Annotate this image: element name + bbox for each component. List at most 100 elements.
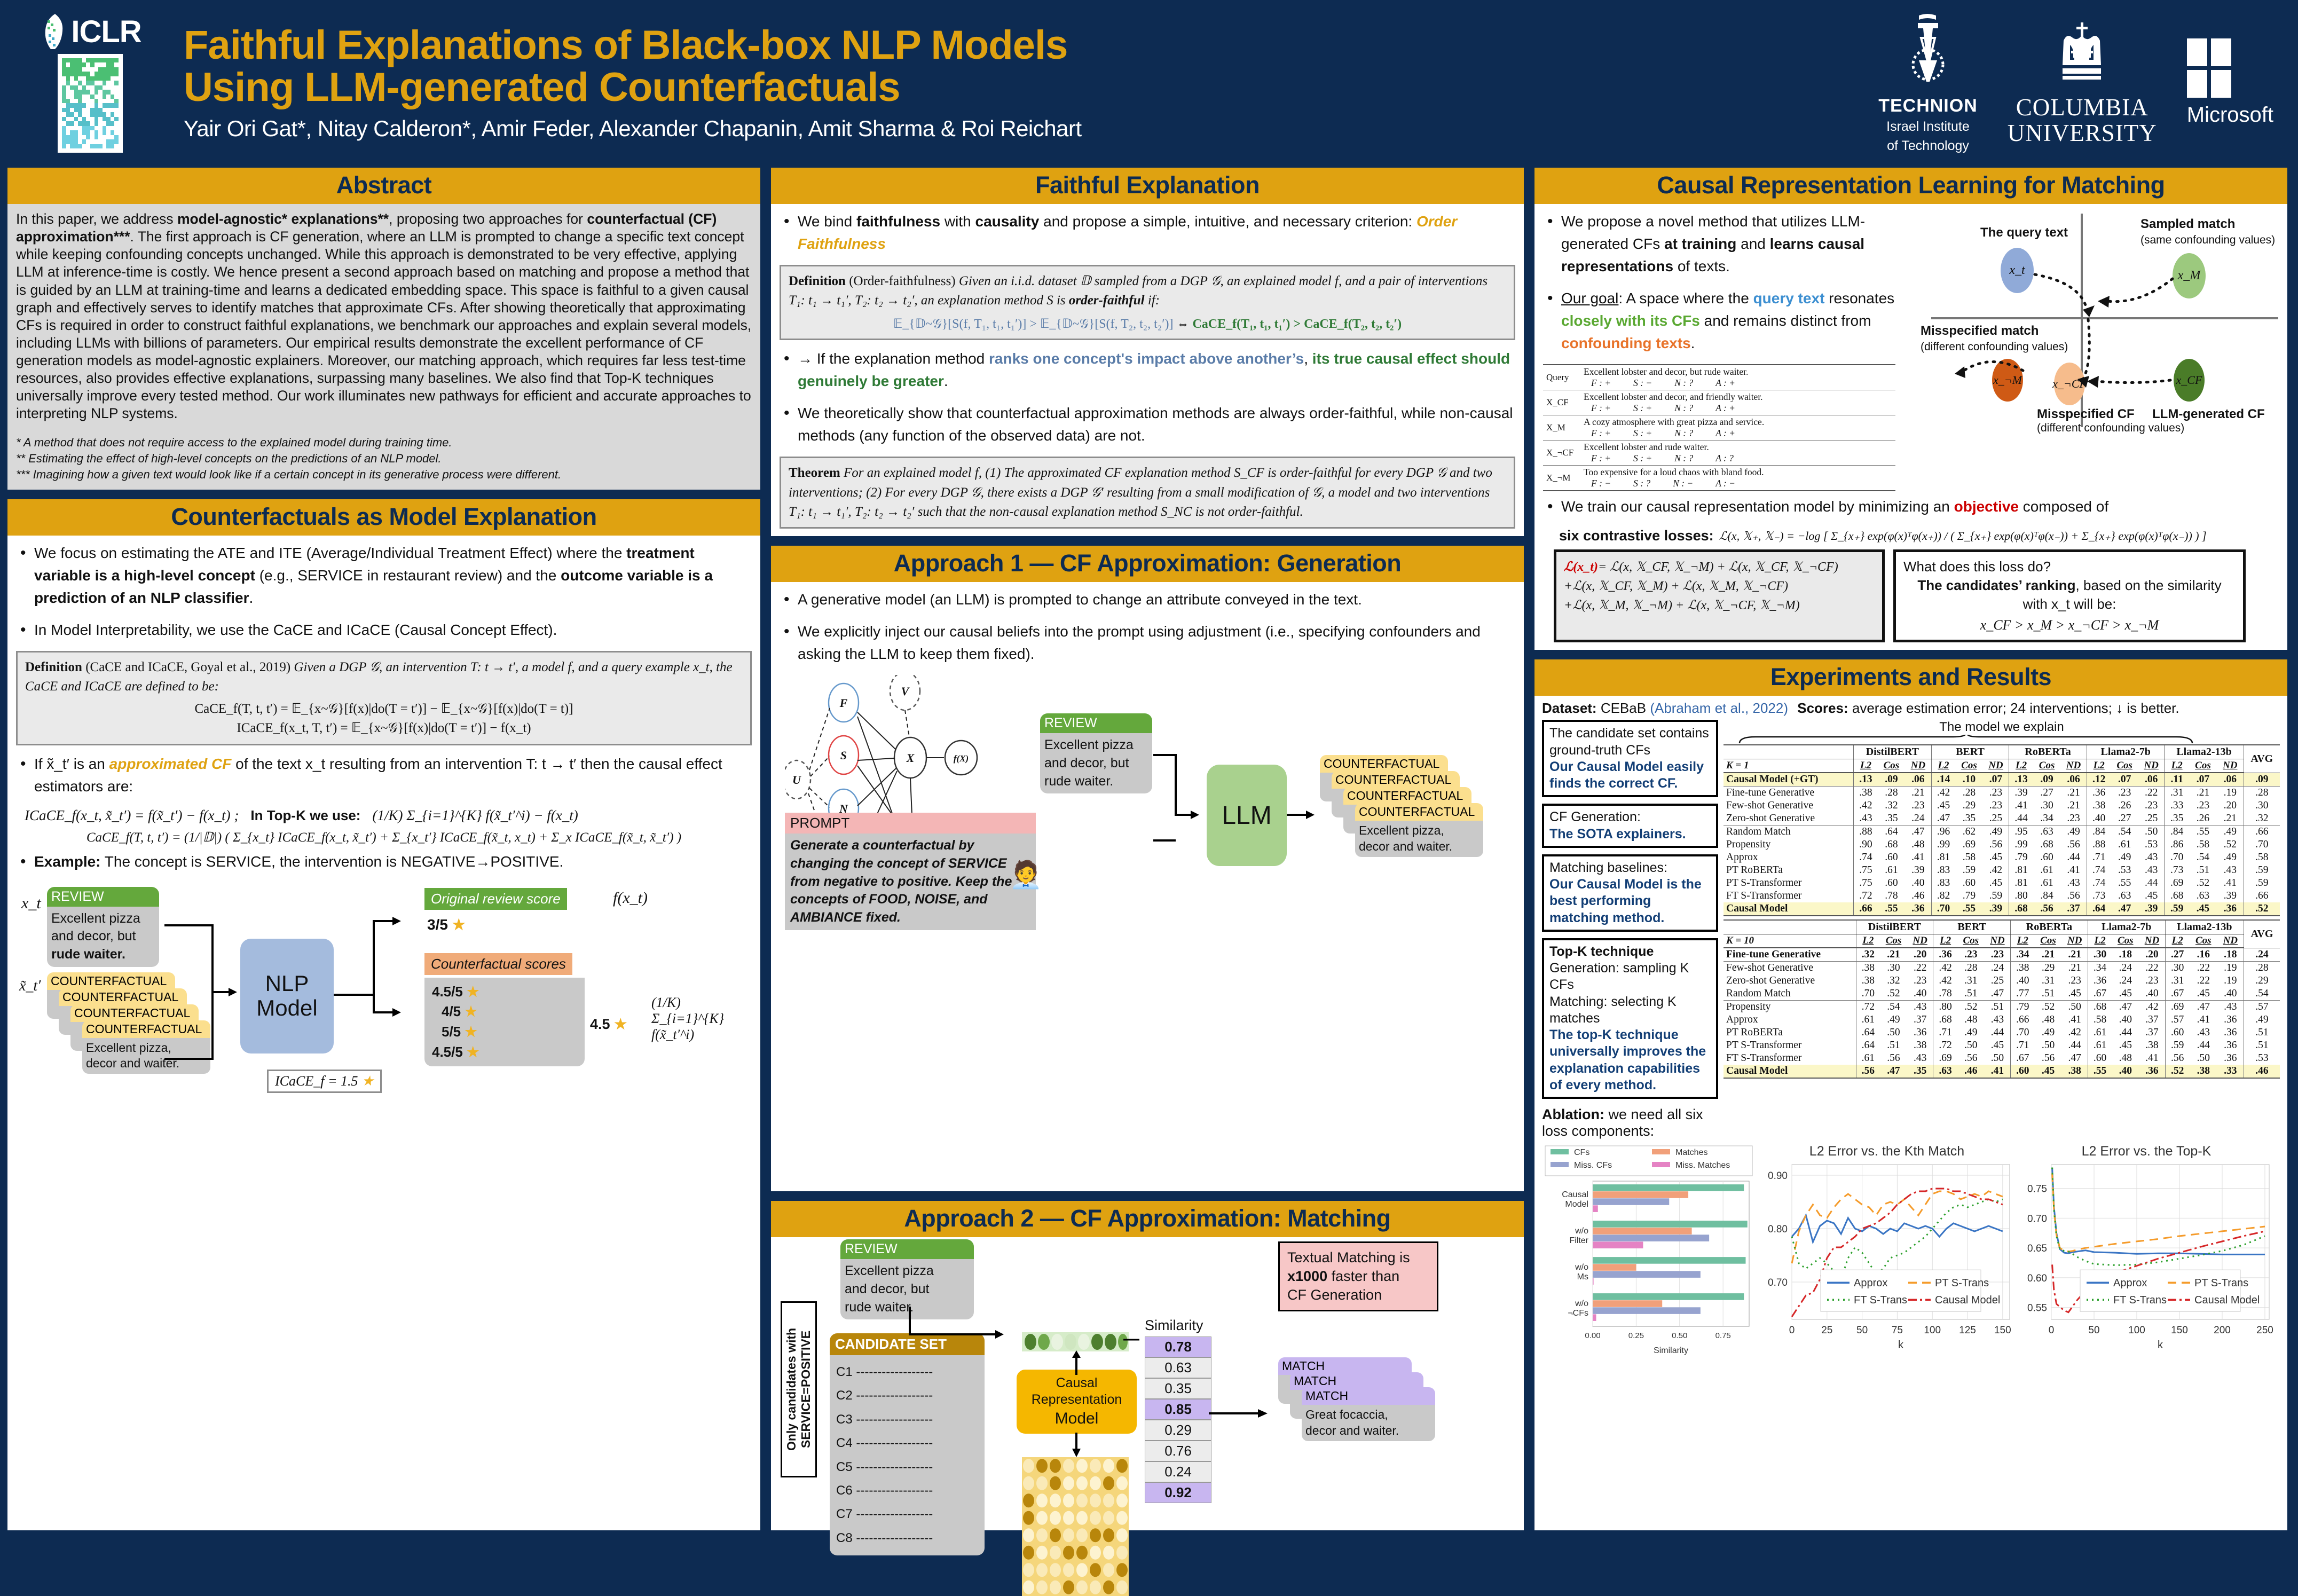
row-label: PT S-Transformer [1726, 877, 1802, 889]
table-cell: .43 [2144, 864, 2158, 876]
svg-text:Causal Model: Causal Model [2194, 1294, 2260, 1306]
definition-text: Given a DGP 𝒢, an intervention T: t → t′… [25, 659, 733, 694]
table-cell: .38 [2189, 1065, 2217, 1079]
abstract-footnote-2: ** Estimating the effect of high-level c… [16, 451, 442, 465]
avg-cell: .59 [2243, 864, 2280, 877]
misspec-cf-label: Misspecified CF [2037, 407, 2135, 421]
fp-b1-c: with [940, 213, 975, 230]
svg-text:0.70: 0.70 [2027, 1214, 2047, 1225]
table-cell: .75 [1853, 877, 1878, 890]
table-cell: .56 [1855, 1065, 1880, 1079]
llm-box: LLM [1207, 765, 1287, 867]
avg-cell: .28 [2243, 961, 2280, 975]
table-cell: .72 [1855, 1000, 1880, 1014]
table-cell: .71 [1933, 1026, 1957, 1040]
a1-review-line-3: rude waiter. [1044, 773, 1114, 789]
diagram-arrows-right [334, 916, 401, 1017]
avg-cell: .30 [2243, 799, 2280, 813]
faithful-bullet-1: We bind faithfulness with causality and … [780, 209, 1515, 255]
table-cell: .35 [1962, 813, 1976, 824]
table-cell: .21 [2068, 949, 2081, 961]
loss-equation: ℒ(x, 𝕏₊, 𝕏₋) = −log [ Σ_{x₊} exp(φ(x)ᵀφ(… [1719, 529, 2207, 543]
metric-header: L2 [2087, 934, 2112, 949]
table-cell: .81 [2009, 864, 2033, 877]
table-cell: .23 [2118, 787, 2131, 799]
orig-score-value: 3/5 ★ [427, 916, 466, 933]
table-cell: .46 [1957, 1065, 1985, 1079]
llm-label: LLM [1222, 801, 1272, 830]
table-cell: .40 [1911, 877, 1925, 889]
abstract-footnote-3: *** Imagining how a given text would loo… [16, 468, 562, 482]
abstract-heading: Abstract [7, 168, 760, 204]
example-attrs: F : + S : + N : ? A : ? [1591, 453, 1734, 463]
a1-cf-hdr-2: COUNTERFACTUAL [1332, 771, 1460, 789]
row-label: PT RoBERTa [1726, 1027, 1783, 1039]
table-cell: .70 [1855, 987, 1880, 1001]
cf-b1-d: outcome variable is a prediction of an N… [34, 567, 713, 606]
a1-bullet-2: We explicitly inject our causal beliefs … [780, 619, 1515, 665]
cf-score-3: 5/5 [442, 1023, 461, 1040]
theorem-box: Theorem For an explained model f, (1) Th… [780, 457, 1515, 529]
table-cell: .52 [1887, 988, 1900, 1000]
table-cell: .56 [1887, 1052, 1900, 1064]
candidate-item: C8 ------------------ [836, 1530, 933, 1545]
table-cell: .14 [1931, 773, 1956, 787]
llm-cf-label: LLM-generated CF [2152, 407, 2265, 421]
svg-text:0.65: 0.65 [2027, 1243, 2047, 1254]
svg-text:¬CFs: ¬CFs [1568, 1309, 1588, 1318]
total-loss-box: ℒ(x_t)= ℒ(x, 𝕏_CF, 𝕏_¬M) + ℒ(x, 𝕏_CF, 𝕏_… [1554, 549, 1885, 643]
table-cell: .19 [2224, 962, 2237, 974]
of-def-label: Definition [789, 274, 846, 288]
cf-line-2: decor and waiter. [86, 1056, 180, 1071]
cf-bullet-example: Example: The concept is SERVICE, the int… [16, 850, 752, 874]
svg-text:0: 0 [2049, 1325, 2055, 1336]
table-cell: .45 [2034, 1065, 2062, 1079]
table-cell: .54 [2196, 852, 2210, 863]
table-cell: .49 [2041, 1027, 2055, 1039]
brace-icon [1738, 735, 2193, 744]
cf-stack-body: Excellent pizza, decor and waiter. [82, 1037, 210, 1074]
table-row: X_CF Excellent lobster and decor, and fr… [1543, 390, 1895, 415]
table-cell: .21 [1887, 949, 1900, 961]
svg-text:f(X): f(X) [954, 753, 969, 764]
avg-cell: .59 [2243, 877, 2280, 890]
table-cell: .68 [1933, 1013, 1957, 1027]
note1-plain: CF Generation: [1549, 809, 1641, 825]
qr-code[interactable] [58, 54, 123, 153]
cr-bullet-1: We propose a novel method that utilizes … [1543, 209, 1911, 278]
note-cf-generation: CF Generation: The SOTA explainers. [1542, 804, 1718, 848]
cf-scores-list: 4.5/5 ★ 4/5 ★ 5/5 ★ 4.5/5 ★ [424, 977, 585, 1067]
kth-match-title: L2 Error vs. the Kth Match [1809, 1144, 1965, 1159]
table-cell: .95 [2009, 825, 2033, 839]
table-cell: .40 [2010, 974, 2035, 988]
diagram-arrows-left [164, 924, 237, 1060]
table-cell: .38 [2061, 1065, 2088, 1079]
a1-cf-line-2: decor and waiter. [1359, 839, 1453, 853]
avg-cell: .57 [2243, 1000, 2280, 1014]
nlp-example-diagram: x_t REVIEW Excellent pizza and decor, bu… [16, 883, 752, 1112]
table-cell: .43 [2223, 864, 2237, 876]
fp-b1-e: and propose a simple, intuitive, and nec… [1039, 213, 1416, 230]
charts-row: CFs Matches Miss. CFs Miss. Matches 0.00 0.25… [1542, 1144, 2280, 1357]
avg-cell: .09 [2243, 773, 2280, 787]
abstract-footnote-1: * A method that does not require access … [16, 435, 452, 449]
metric-header: Cos [2033, 759, 2061, 774]
table-cell: .54 [2118, 826, 2131, 838]
table-cell: .47 [1931, 812, 1956, 825]
table-row: Random Match .70 .52 .40 .78 .51 .47 .77 .51 .45.… [1724, 987, 2280, 1001]
table-cell: .73 [2164, 864, 2189, 877]
svg-text:100: 100 [1924, 1325, 1941, 1336]
eq-topk-label: In Top-K we use: [250, 807, 361, 823]
svg-text:Causal Model: Causal Model [1935, 1294, 2000, 1306]
table-cell: .24 [2119, 975, 2132, 987]
fp-b2-b: ranks one concept's impact above another… [989, 350, 1304, 367]
table-cell: .06 [2138, 773, 2165, 787]
table-cell: .81 [1931, 851, 1956, 864]
table-cell: .61 [2040, 864, 2053, 876]
misspec-match-label: Misspecified match [1921, 324, 2039, 338]
row-label: Propensity [1726, 839, 1771, 851]
cr-b2-b: : A space where the [1618, 290, 1753, 306]
of-def-bold: order-faithful [1068, 293, 1145, 308]
svg-text:0.75: 0.75 [1715, 1331, 1731, 1340]
table-cell: .88 [1853, 825, 1878, 839]
